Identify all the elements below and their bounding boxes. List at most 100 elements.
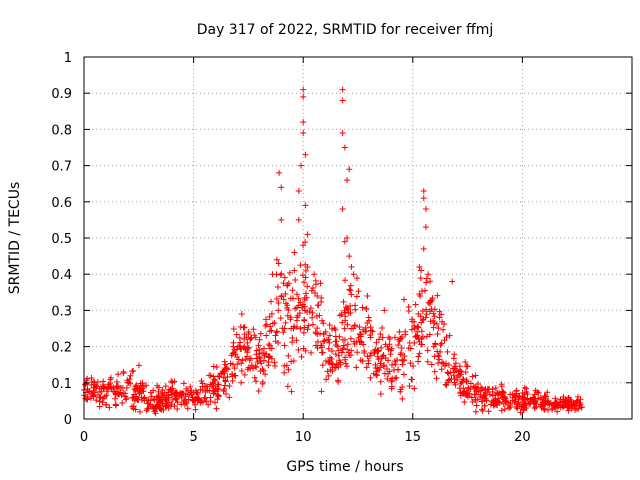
data-point xyxy=(419,288,426,295)
data-point xyxy=(332,351,339,358)
data-point xyxy=(174,405,181,412)
data-point xyxy=(534,389,541,396)
data-point xyxy=(517,409,524,416)
data-point xyxy=(417,275,424,282)
data-point xyxy=(578,404,585,411)
data-point xyxy=(312,277,319,284)
data-point xyxy=(295,187,302,194)
data-point xyxy=(130,367,137,374)
data-point xyxy=(293,317,300,324)
data-point xyxy=(372,361,379,368)
data-point xyxy=(125,379,132,386)
data-point xyxy=(189,394,196,401)
data-point xyxy=(213,405,220,412)
data-point xyxy=(126,376,133,383)
data-point xyxy=(285,306,292,313)
data-point xyxy=(381,307,388,314)
data-point xyxy=(352,302,359,309)
data-point xyxy=(433,375,440,382)
data-point xyxy=(479,406,486,413)
data-point xyxy=(173,391,180,398)
data-point xyxy=(133,385,140,392)
data-point xyxy=(268,345,275,352)
data-point xyxy=(333,338,340,345)
data-point xyxy=(230,349,237,356)
data-point xyxy=(174,399,181,406)
data-point xyxy=(286,269,293,276)
y-tick-label: 0.9 xyxy=(51,87,72,102)
data-point xyxy=(348,263,355,270)
data-point xyxy=(299,304,306,311)
data-point xyxy=(388,377,395,384)
data-point xyxy=(213,364,220,371)
data-point xyxy=(451,351,458,358)
data-point xyxy=(423,311,430,318)
data-point xyxy=(212,385,219,392)
data-point xyxy=(86,388,93,395)
data-point xyxy=(168,391,175,398)
data-point xyxy=(364,293,371,300)
data-point xyxy=(295,346,302,353)
data-point xyxy=(245,344,252,351)
data-point xyxy=(260,345,267,352)
data-point xyxy=(339,97,346,104)
data-point xyxy=(498,381,505,388)
data-point xyxy=(348,325,355,332)
data-point xyxy=(337,361,344,368)
x-tick-label: 10 xyxy=(295,430,312,445)
data-point xyxy=(436,314,443,321)
data-point xyxy=(374,353,381,360)
data-point xyxy=(133,393,140,400)
data-point xyxy=(420,195,427,202)
data-point xyxy=(134,396,141,403)
data-point xyxy=(288,388,295,395)
data-point xyxy=(226,394,233,401)
data-point xyxy=(291,267,298,274)
data-point xyxy=(464,363,471,370)
data-point xyxy=(391,358,398,365)
data-point xyxy=(472,408,479,415)
data-point xyxy=(302,202,309,209)
data-point xyxy=(392,361,399,368)
data-point xyxy=(502,397,509,404)
data-point xyxy=(388,385,395,392)
data-point xyxy=(304,308,311,315)
data-point xyxy=(112,401,119,408)
data-point xyxy=(342,303,349,310)
data-point xyxy=(500,400,507,407)
data-point xyxy=(396,328,403,335)
data-point xyxy=(399,395,406,402)
data-point xyxy=(290,325,297,332)
data-point xyxy=(93,397,100,404)
data-point xyxy=(418,319,425,326)
data-point xyxy=(103,401,110,408)
data-point xyxy=(564,398,571,405)
data-point xyxy=(359,304,366,311)
data-point xyxy=(382,355,389,362)
data-point xyxy=(407,345,414,352)
data-point xyxy=(531,395,538,402)
data-point xyxy=(397,351,404,358)
data-point xyxy=(417,313,424,320)
data-point xyxy=(482,389,489,396)
data-point xyxy=(411,385,418,392)
data-point xyxy=(318,294,325,301)
data-point xyxy=(207,394,214,401)
data-point xyxy=(256,336,263,343)
data-point xyxy=(435,360,442,367)
data-point xyxy=(265,362,272,369)
data-point xyxy=(344,235,351,241)
data-point xyxy=(269,271,276,278)
data-point xyxy=(431,368,438,375)
data-point xyxy=(509,394,516,401)
data-point xyxy=(283,362,290,369)
data-point xyxy=(96,394,103,401)
data-point xyxy=(342,277,349,284)
data-point xyxy=(205,401,212,408)
data-point xyxy=(248,335,255,342)
data-point xyxy=(309,284,316,291)
data-point xyxy=(221,370,228,377)
data-point xyxy=(265,354,272,361)
data-point xyxy=(336,333,343,340)
data-point xyxy=(356,323,363,330)
